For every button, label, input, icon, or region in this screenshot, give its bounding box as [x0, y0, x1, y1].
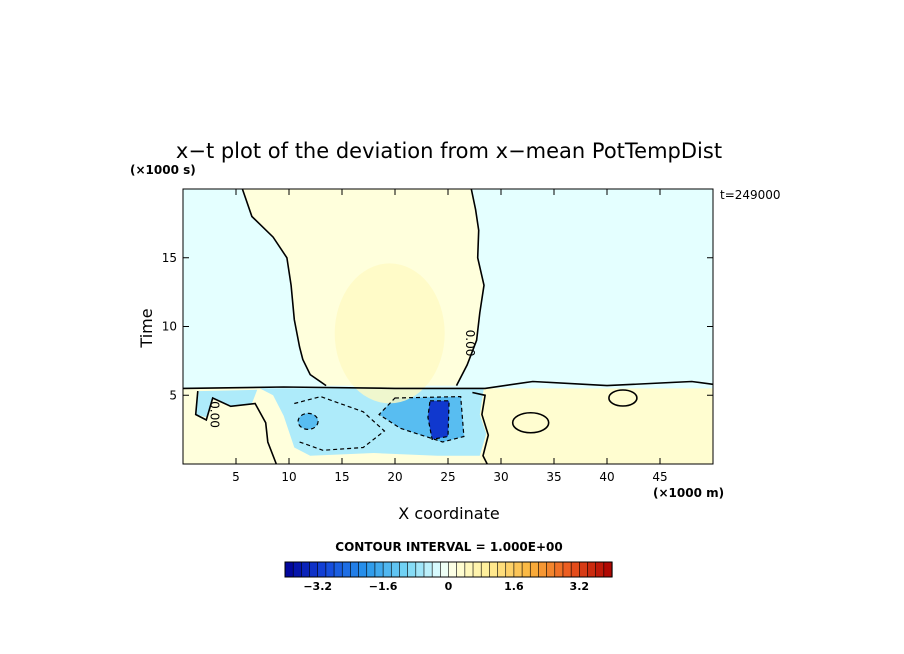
- colorbar-cell: [587, 561, 597, 578]
- colorbar-cell: [456, 561, 466, 578]
- colorbar-cell: [529, 561, 540, 578]
- colorbar-cell: [480, 561, 490, 578]
- colorbar-frame: [284, 561, 613, 578]
- plot-area: 0.00 0.00 5 10 15 20 25 30 35 40 45 5 10 15: [162, 188, 714, 484]
- colorbar-cell: [570, 561, 580, 578]
- zero-contour-lower-right: [472, 391, 490, 465]
- colorbar-cell: [513, 561, 523, 578]
- x-axis-unit: (×1000 m): [653, 486, 724, 500]
- zero-contour-island-b: [608, 389, 638, 407]
- colorbar-cell: [399, 561, 409, 578]
- colorbar-cell: [464, 561, 474, 578]
- x-tick-label: 5: [232, 470, 240, 484]
- colorbar-cell: [546, 561, 556, 578]
- colorbar-cell: [497, 561, 507, 578]
- colorbar-cell: [309, 561, 319, 578]
- colorbar-cell: [390, 561, 401, 578]
- colorbar-cell: [284, 561, 294, 578]
- colorbar-cell: [554, 561, 564, 578]
- time-label: t=249000: [720, 188, 781, 202]
- y-axis-unit: (×1000 s): [130, 163, 196, 177]
- colorbar-cell: [431, 561, 441, 578]
- contour-label: 0.00: [463, 330, 477, 357]
- region-lower-min-core: [427, 400, 450, 440]
- x-tick-label: 10: [281, 470, 296, 484]
- colorbar-cell: [423, 561, 433, 578]
- y-tick-label: 10: [162, 320, 177, 334]
- zero-contour-right: [455, 188, 485, 386]
- zero-contour-front: [182, 380, 714, 390]
- colorbar-cell: [366, 561, 376, 578]
- y-tick-label: 5: [169, 388, 177, 402]
- colorbar-cell: [448, 561, 458, 578]
- x-tick-label: 45: [652, 470, 667, 484]
- y-axis-label: Time: [137, 308, 156, 348]
- colorbar-cell: [325, 561, 335, 578]
- colorbar: −3.2 −1.6 0 1.6 3.2: [284, 561, 613, 593]
- colorbar-cell: [538, 561, 548, 578]
- colorbar-cell: [440, 561, 450, 578]
- zero-contour-island-a: [511, 411, 550, 434]
- colorbar-tick-label: −3.2: [303, 580, 332, 593]
- x-tick-label: 15: [334, 470, 349, 484]
- colorbar-cell: [415, 561, 425, 578]
- colorbar-cell: [317, 561, 327, 578]
- colorbar-cell: [407, 561, 417, 578]
- neg-contour-left-core: [297, 412, 319, 430]
- colorbar-tick-label: 0: [445, 580, 453, 593]
- region-upper-core: [334, 263, 445, 404]
- x-tick-label: 20: [387, 470, 402, 484]
- region-lower-right-positive: [479, 387, 713, 464]
- colorbar-cell: [472, 561, 482, 578]
- zero-contour-left: [241, 188, 327, 387]
- colorbar-cell: [578, 561, 589, 578]
- x-tick-label: 40: [599, 470, 614, 484]
- colorbar-tick-label: −1.6: [369, 580, 398, 593]
- colorbar-cell: [350, 561, 360, 578]
- colorbar-cell: [489, 561, 499, 578]
- colorbar-cell: [562, 561, 572, 578]
- x-tick-label: 30: [493, 470, 508, 484]
- colorbar-cell: [301, 561, 311, 578]
- x-tick-label: 25: [440, 470, 455, 484]
- colorbar-cell: [603, 561, 613, 578]
- colorbar-cell: [595, 561, 605, 578]
- x-tick-label: 35: [546, 470, 561, 484]
- colorbar-tick-label: 1.6: [504, 580, 524, 593]
- zero-contour-lower-left: [194, 391, 278, 465]
- x-axis-label: X coordinate: [398, 504, 499, 523]
- colorbar-cell: [521, 561, 531, 578]
- y-tick-label: 15: [162, 251, 177, 265]
- contour-interval-label: CONTOUR INTERVAL = 1.000E+00: [335, 540, 562, 554]
- neg-contour-min: [427, 400, 450, 440]
- chart-title: x−t plot of the deviation from x−mean Po…: [176, 139, 722, 163]
- colorbar-cell: [374, 561, 384, 578]
- colorbar-cell: [292, 561, 302, 578]
- colorbar-cell: [341, 561, 352, 578]
- neg-contour-core: [378, 395, 465, 443]
- colorbar-cell: [333, 561, 343, 578]
- colorbar-cell: [505, 561, 515, 578]
- neg-contour-left: [294, 395, 386, 451]
- colorbar-cell: [382, 561, 392, 578]
- contour-label-lower-left: 0.00: [208, 401, 222, 428]
- colorbar-tick-label: 3.2: [570, 580, 590, 593]
- colorbar-cell: [358, 561, 368, 578]
- region-lower-left-core: [298, 413, 319, 430]
